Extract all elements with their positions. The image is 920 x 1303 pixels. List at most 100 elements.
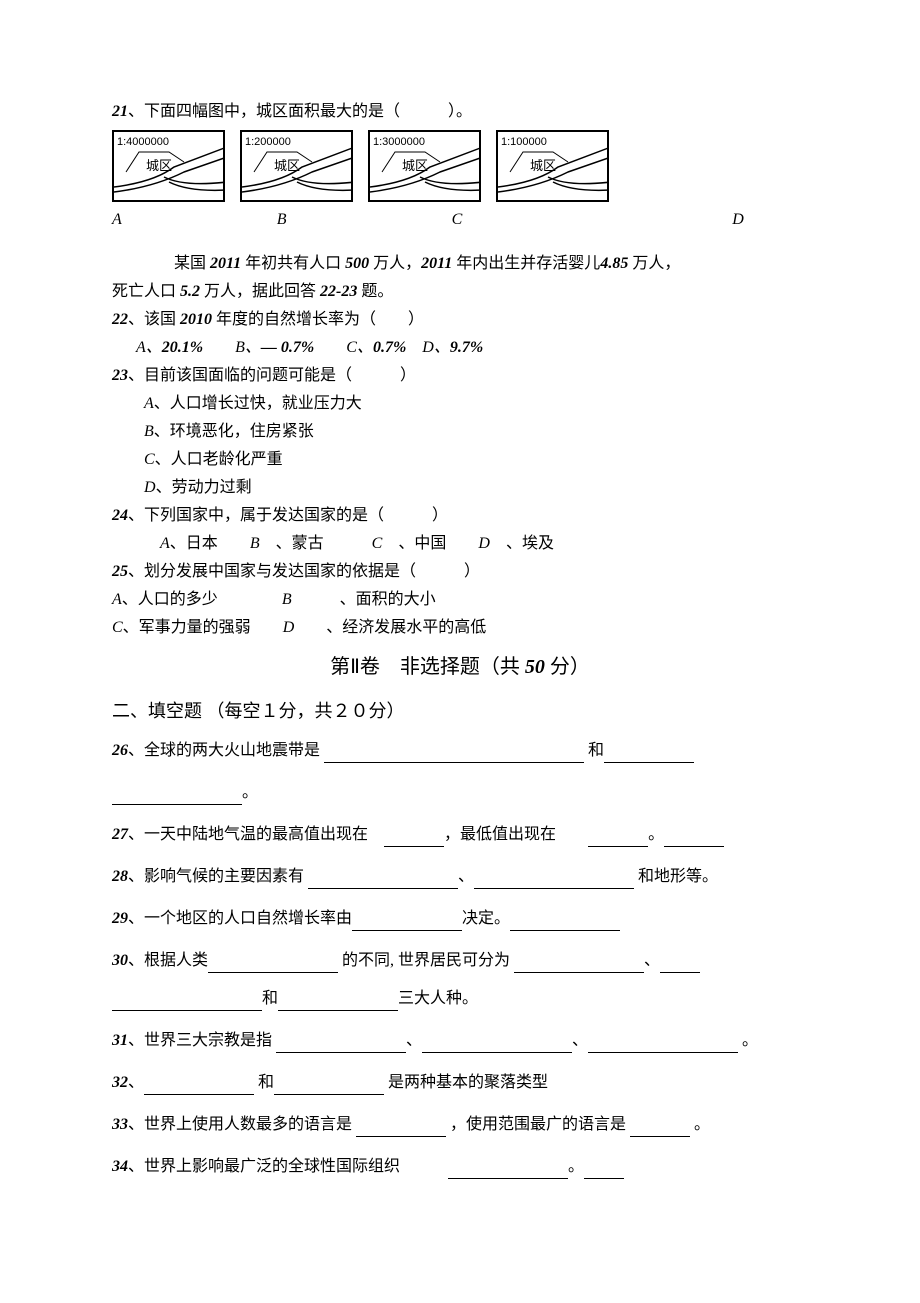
q21-number: 21: [112, 103, 128, 120]
passage-line1: 某国 2011 年初共有人口 500 万人，2011 年内出生并存活婴儿4.85…: [174, 252, 808, 276]
q31-blank3[interactable]: [588, 1035, 738, 1053]
q30-blank3[interactable]: [660, 955, 700, 973]
q23-d: D、劳动力过剩: [144, 476, 808, 500]
q22-text: 、该国: [128, 311, 180, 328]
q30-num: 30: [112, 952, 128, 969]
q32-blank2[interactable]: [274, 1077, 384, 1095]
s2-pre: 第Ⅱ卷 非选择题（共: [330, 656, 525, 678]
q30-and: 和: [262, 990, 278, 1007]
q29-blank2[interactable]: [510, 913, 620, 931]
q22-a-l: A、: [136, 339, 162, 356]
q27-blank3[interactable]: [664, 829, 724, 847]
q28: 28、影响气候的主要因素有 、 和地形等。: [112, 865, 808, 889]
q30-blank1[interactable]: [208, 955, 338, 973]
passage-mid2: 万人，据此回答: [200, 283, 320, 300]
q34-end: 。: [568, 1158, 584, 1175]
q27-blank2[interactable]: [588, 829, 648, 847]
q21-stem: 21、下面四幅图中，城区面积最大的是（ ）。: [112, 100, 808, 124]
q25-d-l: D: [283, 619, 295, 636]
q30-end: 三大人种。: [398, 990, 478, 1007]
q24-a-l: A: [160, 535, 170, 552]
q22-d-v: 9.7%: [450, 339, 483, 356]
q24-options: A、日本 B 、蒙古 C 、中国 D 、埃及: [160, 532, 808, 556]
q24-num: 24: [112, 507, 128, 524]
q31-text: 、世界三大宗教是指: [128, 1032, 276, 1049]
q32-end: 是两种基本的聚落类型: [384, 1074, 548, 1091]
q31-sep2: 、: [572, 1032, 588, 1049]
map-d-svg: [498, 132, 609, 202]
s2-post: 分）: [545, 656, 590, 678]
q26-blank1[interactable]: [324, 745, 584, 763]
q23-text: 、目前该国面临的问题可能是（ ）: [128, 367, 416, 384]
q28-sep: 、: [458, 868, 474, 885]
q26-blank3[interactable]: [112, 787, 242, 805]
q32-num: 32: [112, 1074, 128, 1091]
q33-blank1[interactable]: [356, 1119, 446, 1137]
q22-c-l: C、: [346, 339, 373, 356]
q30-blank5[interactable]: [278, 993, 398, 1011]
label-a: A: [112, 208, 122, 232]
q29-blank1[interactable]: [352, 913, 462, 931]
q34-blank1[interactable]: [448, 1161, 568, 1179]
q33-end: 。: [690, 1116, 710, 1133]
q21-text: 、下面四幅图中，城区面积最大的是（ ）。: [128, 103, 472, 120]
passage-end2: 题。: [357, 283, 393, 300]
q24-c: 、中国: [398, 535, 446, 552]
q32-blank1[interactable]: [144, 1077, 254, 1095]
q30-sep: 、: [644, 952, 660, 969]
label-d: D: [732, 208, 744, 232]
passage-end1: 万人，: [628, 255, 680, 272]
q25-num: 25: [112, 563, 128, 580]
passage-deaths: 5.2: [180, 283, 200, 300]
map-b: 1:200000 城区: [240, 130, 353, 202]
q29-text: 、一个地区的人口自然增长率由: [128, 910, 352, 927]
q23-c: C、人口老龄化严重: [144, 448, 808, 472]
q22-d-l: D、: [422, 339, 450, 356]
q24-c-l: C: [372, 535, 383, 552]
q30-blank2[interactable]: [514, 955, 644, 973]
q28-blank1[interactable]: [308, 871, 458, 889]
q33-blank2[interactable]: [630, 1119, 690, 1137]
q30-text: 、根据人类: [128, 952, 208, 969]
q24-a: 、日本: [170, 535, 218, 552]
q26-cont: 。: [112, 781, 808, 805]
q28-blank2[interactable]: [474, 871, 634, 889]
q22-stem: 22、该国 2010 年度的自然增长率为（ ）: [112, 308, 808, 332]
map-c: 1:3000000 城区: [368, 130, 481, 202]
q34-blank2[interactable]: [584, 1161, 624, 1179]
section2-title: 第Ⅱ卷 非选择题（共 50 分）: [112, 652, 808, 682]
q30-blank4[interactable]: [112, 993, 262, 1011]
passage-year2: 2011: [421, 255, 452, 272]
q26-blank2[interactable]: [604, 745, 694, 763]
q29: 29、一个地区的人口自然增长率由决定。: [112, 907, 808, 931]
q25-a-l: A: [112, 591, 122, 608]
q30-mid: 的不同, 世界居民可分为: [338, 952, 514, 969]
map-d: 1:100000 城区: [496, 130, 609, 202]
q24-d: 、埃及: [506, 535, 554, 552]
q34-num: 34: [112, 1158, 128, 1175]
q27-blank1[interactable]: [384, 829, 444, 847]
q26-and: 和: [584, 742, 604, 759]
q23-b: B、环境恶化，住房紧张: [144, 420, 808, 444]
q34: 34、世界上影响最广泛的全球性国际组织 。: [112, 1155, 808, 1179]
q31: 31、世界三大宗教是指 、、 。: [112, 1029, 808, 1053]
q25-cd: C、军事力量的强弱 D 、经济发展水平的高低: [112, 616, 808, 640]
q29-end: 决定。: [462, 910, 510, 927]
q27-mid: ，最低值出现在: [444, 826, 556, 843]
passage-m3: 年内出生并存活婴儿: [452, 255, 600, 272]
q32-text: 、: [128, 1074, 144, 1091]
passage-range: 22-23: [320, 283, 357, 300]
map-c-svg: [370, 132, 481, 202]
q23-a: AA、人口增长过快，就业压力大、人口增长过快，就业压力大: [144, 392, 808, 416]
q31-blank1[interactable]: [276, 1035, 406, 1053]
q33-mid: ，使用范围最广的语言是: [446, 1116, 630, 1133]
passage-line2: 死亡人口 5.2 万人，据此回答 22-23 题。: [112, 280, 808, 304]
q33-num: 33: [112, 1116, 128, 1133]
q31-blank2[interactable]: [422, 1035, 572, 1053]
q33: 33、世界上使用人数最多的语言是 ，使用范围最广的语言是 。: [112, 1113, 808, 1137]
q31-sep1: 、: [406, 1032, 422, 1049]
q32: 32、 和 是两种基本的聚落类型: [112, 1071, 808, 1095]
q27-end: 。: [648, 826, 664, 843]
map-labels-row: A B C D: [112, 208, 808, 232]
q22-text2: 年度的自然增长率为（ ）: [212, 311, 424, 328]
